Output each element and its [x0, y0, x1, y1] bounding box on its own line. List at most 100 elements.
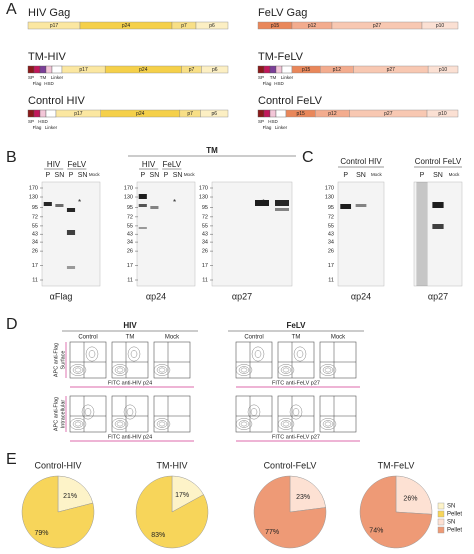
- tag-segment: [257, 109, 265, 118]
- pie-slice: [253, 475, 327, 549]
- lane-label: P: [420, 172, 425, 179]
- pie-value-label: 77%: [265, 529, 279, 536]
- star: *: [78, 198, 81, 207]
- contour: [114, 420, 126, 428]
- contour: [319, 364, 337, 376]
- marker-label: 95: [328, 205, 334, 211]
- tag-label: Linker: [275, 125, 288, 130]
- band: [355, 204, 367, 207]
- domain-label: p12: [328, 111, 337, 117]
- tag-label: Linker: [45, 125, 58, 130]
- contour: [72, 420, 84, 428]
- contour: [277, 364, 295, 376]
- blot: [337, 181, 385, 287]
- contour: [156, 366, 168, 374]
- star: *: [173, 198, 176, 207]
- construct-title: Control FeLV: [258, 95, 323, 107]
- legend-label: SN: [447, 504, 455, 510]
- marker-label: 55: [127, 223, 133, 229]
- contour: [72, 366, 84, 374]
- contour: [81, 404, 95, 420]
- condition-label: Control: [78, 335, 97, 341]
- flow-plot: [277, 395, 315, 433]
- y-axis-label: APC anti-Flag: [53, 397, 59, 431]
- tag-segment: [263, 109, 271, 118]
- marker-label: 26: [328, 249, 334, 255]
- panel-label: B: [6, 149, 17, 166]
- x-axis-label: FITC anti-HIV p24: [108, 380, 152, 386]
- marker-label: 170: [29, 185, 38, 191]
- domain-label: p12: [308, 23, 317, 29]
- tag-segment: [45, 109, 57, 118]
- tag-segment: [45, 65, 53, 74]
- band: [432, 224, 444, 229]
- antibody-label: αFlag: [50, 291, 73, 301]
- domain-label: p6: [212, 67, 218, 73]
- y-axis-label: Surface: [60, 351, 66, 370]
- domain-label: p15: [302, 67, 311, 73]
- lane-label: Mock: [371, 172, 383, 177]
- tag-segment: [27, 65, 35, 74]
- contour: [319, 418, 337, 430]
- marker-label: 11: [328, 277, 334, 283]
- marker-label: 17: [328, 263, 334, 269]
- legend-swatch: [437, 510, 445, 518]
- domain-segment: [421, 21, 459, 30]
- pie-value-label: 21%: [63, 493, 77, 500]
- contour: [153, 418, 171, 430]
- flow-plot: [153, 341, 191, 379]
- pie-title: Control-HIV: [34, 460, 81, 470]
- tag-segment: [33, 65, 41, 74]
- condition-label: TM: [126, 335, 135, 341]
- flow-plot: [319, 395, 357, 433]
- tag-segment: [39, 109, 47, 118]
- contour: [238, 420, 250, 428]
- domain-label: p6: [209, 23, 215, 29]
- lane-label: Mock: [449, 172, 461, 177]
- tag-label: Linker: [281, 75, 294, 80]
- band: [138, 194, 147, 199]
- flow-plot: [111, 395, 149, 433]
- pie-value-label: 26%: [403, 495, 417, 502]
- blot: [211, 181, 293, 287]
- contour: [322, 366, 334, 374]
- condition-label: Mock: [331, 335, 346, 341]
- marker-label: 72: [32, 214, 38, 220]
- contour: [247, 404, 261, 420]
- lane-label: Mock: [89, 172, 101, 177]
- contour: [282, 421, 290, 427]
- lane-label: SN: [78, 172, 88, 179]
- construct-title: HIV Gag: [28, 7, 70, 19]
- marker-label: 11: [202, 277, 208, 283]
- band: [416, 182, 428, 286]
- group-label: HIV: [47, 160, 61, 169]
- lane-label: SN: [55, 172, 65, 179]
- contour: [280, 420, 292, 428]
- pie-value-label: 79%: [34, 530, 48, 537]
- antibody-label: αp27: [428, 291, 448, 301]
- contour: [116, 367, 124, 373]
- tag-segment: [33, 109, 41, 118]
- contour: [130, 350, 138, 358]
- tag-segment: [269, 65, 277, 74]
- lane-label: P: [140, 172, 145, 179]
- panel-label: A: [6, 1, 17, 18]
- domain-label: p10: [438, 111, 447, 117]
- tag-label: SP: [258, 119, 264, 124]
- contour: [296, 350, 304, 358]
- contour: [322, 420, 334, 428]
- marker-label: 95: [202, 205, 208, 211]
- group-title: FeLV: [287, 321, 307, 330]
- group-label: FeLV: [68, 160, 87, 169]
- band: [432, 202, 444, 208]
- domain-label: p17: [74, 111, 83, 117]
- band: [66, 230, 76, 235]
- construct-title: FeLV Gag: [258, 7, 307, 19]
- x-axis-label: FITC anti-HIV p24: [108, 434, 152, 440]
- legend-label: SN: [447, 520, 455, 526]
- domain-segment: [426, 109, 459, 118]
- contour: [254, 350, 262, 358]
- domain-label: p7: [187, 111, 193, 117]
